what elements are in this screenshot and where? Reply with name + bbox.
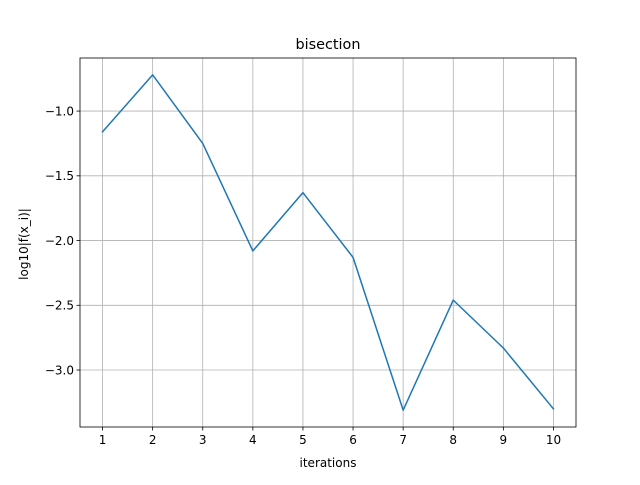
series-line [101,74,555,411]
y-tick-label: −2.5 [45,299,74,313]
y-tick-label: −1.0 [45,104,74,118]
series-layer [101,74,555,411]
x-tick-label: 6 [349,433,357,447]
chart-title: bisection [296,37,361,53]
y-axis-label: log10|f(x_i)| [17,208,31,280]
grid [80,58,576,427]
x-tick-label: 10 [546,433,561,447]
x-tick-label: 5 [299,433,307,447]
plot-area-frame [79,57,577,428]
x-tick-label: 2 [149,433,157,447]
y-tick-label: −3.0 [45,363,74,377]
x-tick-label: 3 [199,433,207,447]
x-axis-label: iterations [300,456,357,470]
x-tick-label: 1 [99,433,107,447]
y-axis-ticks: −1.0 −1.5 −2.0 −2.5 −3.0 [45,104,80,377]
x-axis-ticks: 1 2 3 4 5 6 7 8 9 10 [99,427,561,447]
x-tick-label: 8 [449,433,457,447]
x-tick-label: 4 [249,433,257,447]
y-tick-label: −1.5 [45,169,74,183]
x-tick-label: 7 [399,433,407,447]
x-tick-label: 9 [500,433,508,447]
y-tick-label: −2.0 [45,234,74,248]
